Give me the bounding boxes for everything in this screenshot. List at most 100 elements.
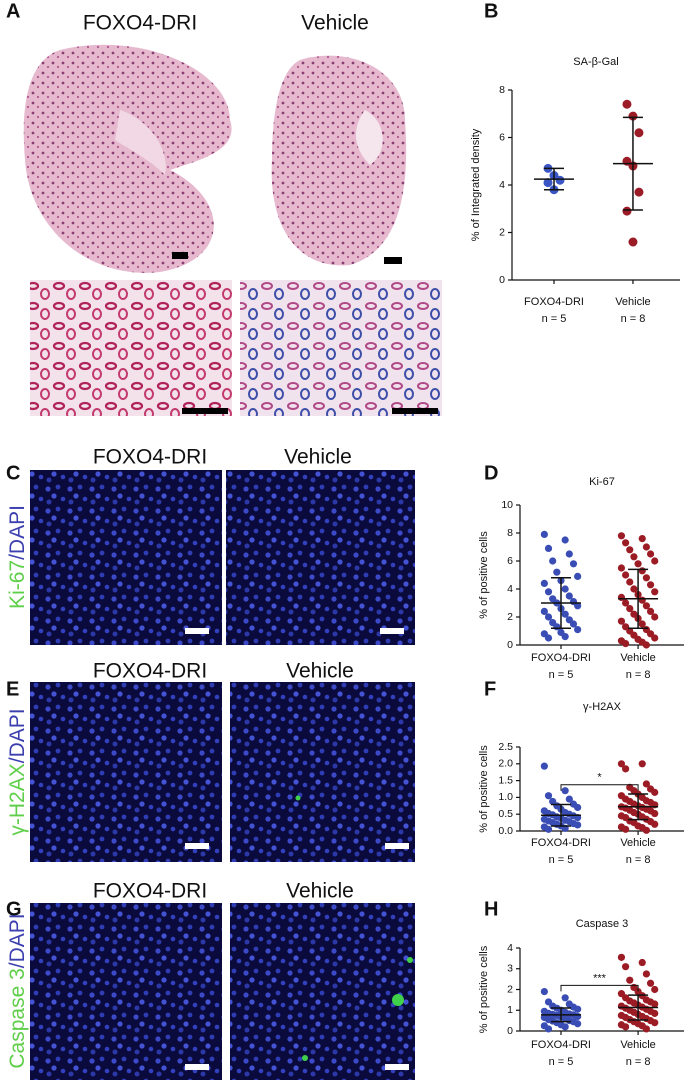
counterstain: /DAPI — [6, 708, 29, 763]
x-tick-label: Vehicle — [620, 837, 655, 849]
data-point — [634, 560, 642, 568]
data-point — [549, 557, 557, 565]
image-heading: Vehicle — [286, 660, 354, 683]
data-point — [628, 237, 638, 247]
stain: Caspase 3 — [6, 968, 29, 1068]
y-tick-label: 2 — [499, 226, 505, 238]
data-point — [622, 765, 630, 773]
data-point — [622, 99, 632, 109]
data-point — [646, 607, 655, 616]
data-point — [638, 567, 646, 575]
data-point — [642, 543, 651, 551]
stain-spot — [407, 957, 413, 963]
data-point — [617, 617, 626, 625]
data-point — [646, 581, 655, 589]
image-heading: Vehicle — [301, 12, 369, 35]
x-tick-label: FOXO4-DRI — [531, 1039, 591, 1051]
y-tick-label: 8 — [499, 84, 505, 96]
panel-letter: F — [484, 678, 496, 700]
data-point — [561, 536, 569, 544]
data-point — [628, 111, 638, 121]
data-point — [642, 641, 651, 649]
panel-letter: C — [6, 462, 20, 484]
data-point — [638, 958, 646, 967]
data-point — [544, 1025, 553, 1033]
x-tick-label: FOXO4-DRI — [524, 296, 584, 308]
data-point — [651, 1019, 659, 1027]
stain-spot — [302, 1055, 308, 1061]
y-tick-label: 0 — [507, 639, 513, 651]
data-point — [561, 585, 569, 593]
y-tick-label: 4 — [507, 583, 513, 595]
stain-spot — [392, 994, 404, 1006]
chart-title: Ki-67 — [589, 476, 615, 488]
stain: Ki-67 — [6, 560, 29, 609]
chart-title: SA-β-Gal — [573, 56, 618, 68]
data-point — [651, 1009, 659, 1017]
x-tick-label: Vehicle — [615, 296, 650, 308]
data-point — [544, 825, 553, 833]
data-point — [574, 626, 582, 634]
x-tick-label: Vehicle — [620, 1039, 655, 1051]
data-point — [561, 633, 569, 641]
image-heading: FOXO4-DRI — [83, 12, 197, 35]
data-point — [634, 128, 644, 138]
significance-label: *** — [593, 972, 607, 984]
data-point — [617, 760, 626, 768]
data-point — [651, 634, 659, 642]
stain-label: γ-H2AX/DAPI — [6, 708, 29, 835]
y-tick-label: 0.0 — [498, 825, 513, 837]
scale-bar — [380, 628, 404, 634]
data-point — [544, 544, 553, 553]
counterstain: /DAPI — [6, 505, 29, 560]
category-note: n = 5 — [549, 1056, 574, 1068]
y-tick-label: 6 — [507, 555, 513, 567]
fluorescence-image — [226, 470, 415, 645]
y-tick-label: 2 — [507, 983, 513, 995]
category-note: n = 5 — [549, 669, 574, 681]
y-axis-label: % of positive cells — [478, 945, 490, 1033]
y-axis-label: % of positive cells — [478, 531, 490, 619]
data-point — [638, 760, 646, 768]
y-axis-label: % of Integrated density — [470, 128, 482, 241]
medulla — [355, 110, 383, 165]
kidney-image — [271, 55, 407, 266]
kidney-image — [23, 44, 232, 273]
data-point — [646, 550, 655, 558]
data-point — [630, 585, 638, 593]
scale-bar — [384, 257, 402, 264]
data-point — [638, 535, 646, 543]
data-point — [642, 1025, 651, 1033]
y-tick-label: 2.5 — [498, 741, 513, 753]
chart-title: γ-H2AX — [583, 701, 622, 713]
y-tick-label: 3 — [507, 963, 513, 975]
data-point — [651, 809, 659, 818]
panel-letter: H — [484, 898, 498, 920]
data-point — [574, 803, 582, 812]
y-tick-label: 4 — [507, 942, 513, 954]
counterstain: /DAPI — [6, 913, 29, 968]
category-note: n = 8 — [626, 669, 651, 681]
panel-letter: D — [484, 462, 498, 484]
data-point — [544, 792, 553, 800]
data-point — [651, 1000, 659, 1008]
y-tick-label: 0 — [499, 274, 505, 286]
stain-spot — [295, 795, 301, 801]
data-point — [622, 206, 632, 216]
x-tick-label: FOXO4-DRI — [531, 837, 591, 849]
scale-bar — [182, 408, 228, 414]
data-point — [565, 550, 573, 558]
data-point — [617, 564, 626, 572]
stain-label: Ki-67/DAPI — [6, 505, 29, 609]
scale-bar — [385, 843, 409, 849]
y-tick-label: 1.5 — [498, 774, 513, 786]
data-point — [622, 825, 630, 833]
data-point — [651, 613, 659, 621]
data-point — [622, 539, 630, 547]
significance-bracket — [560, 984, 639, 992]
data-point — [622, 599, 630, 607]
data-point — [561, 994, 569, 1002]
image-heading: FOXO4-DRI — [93, 446, 207, 469]
image-heading: FOXO4-DRI — [93, 880, 207, 903]
data-point — [561, 610, 569, 618]
